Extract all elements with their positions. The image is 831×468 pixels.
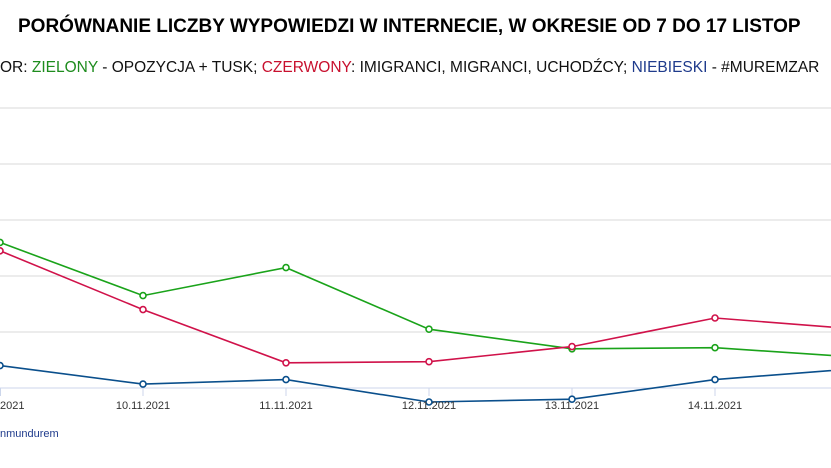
data-point-niebieski (0, 361, 4, 370)
subtitle-part: OR: (0, 59, 32, 76)
x-tick-labels: 2021 10.11.2021 11.11.2021 12.11.2021 13.11.… (0, 400, 742, 412)
data-point-zielony (282, 263, 290, 272)
subtitle-part: CZERWONY (261, 59, 351, 76)
grid-lines (0, 107, 831, 389)
subtitle-part: : IMIGRANCI, MIGRANCI, UCHODŹCY; (351, 59, 632, 76)
data-point-zielony (0, 238, 4, 247)
series-lines (0, 241, 831, 403)
x-tick-label: 10.11.2021 (116, 400, 170, 412)
x-tick-label: 14.11.2021 (688, 400, 742, 412)
data-point-czerwony (139, 305, 147, 314)
x-tick-label: 13.11.2021 (545, 400, 599, 412)
series-line-niebieski (0, 364, 831, 403)
x-axis (0, 387, 831, 396)
subtitle-part: - OPOZYCJA + TUSK; (97, 59, 262, 76)
chart-subtitle: OR: ZIELONY - OPOZYCJA + TUSK; CZERWONY:… (0, 59, 819, 77)
data-point-czerwony (0, 247, 4, 255)
series-line-czerwony (0, 250, 831, 364)
data-point-czerwony (568, 342, 576, 351)
series-line-zielony (0, 241, 831, 357)
data-point-czerwony (425, 357, 433, 366)
data-point-niebieski (568, 395, 576, 404)
data-point-czerwony (282, 358, 290, 367)
x-tick-label: 12.11.2021 (402, 400, 456, 412)
x-tick-label: 2021 (0, 400, 24, 412)
chart-title: PORÓWNANIE LICZBY WYPOWIEDZI W INTERNECI… (18, 16, 801, 37)
data-point-zielony (139, 291, 147, 300)
data-point-niebieski (139, 380, 147, 388)
data-point-zielony (425, 325, 433, 334)
data-point-zielony (711, 343, 719, 352)
data-point-czerwony (711, 314, 719, 322)
subtitle-part: - #MUREMZAR (707, 59, 820, 76)
legend-text: nmundurem (0, 428, 59, 440)
subtitle-part: NIEBIESKI (631, 59, 708, 76)
subtitle-part: ZIELONY (31, 59, 98, 76)
x-tick-label: 11.11.2021 (259, 400, 312, 412)
data-point-niebieski (711, 375, 719, 384)
series-points (0, 238, 719, 406)
data-point-niebieski (425, 398, 433, 406)
data-point-niebieski (282, 375, 290, 384)
